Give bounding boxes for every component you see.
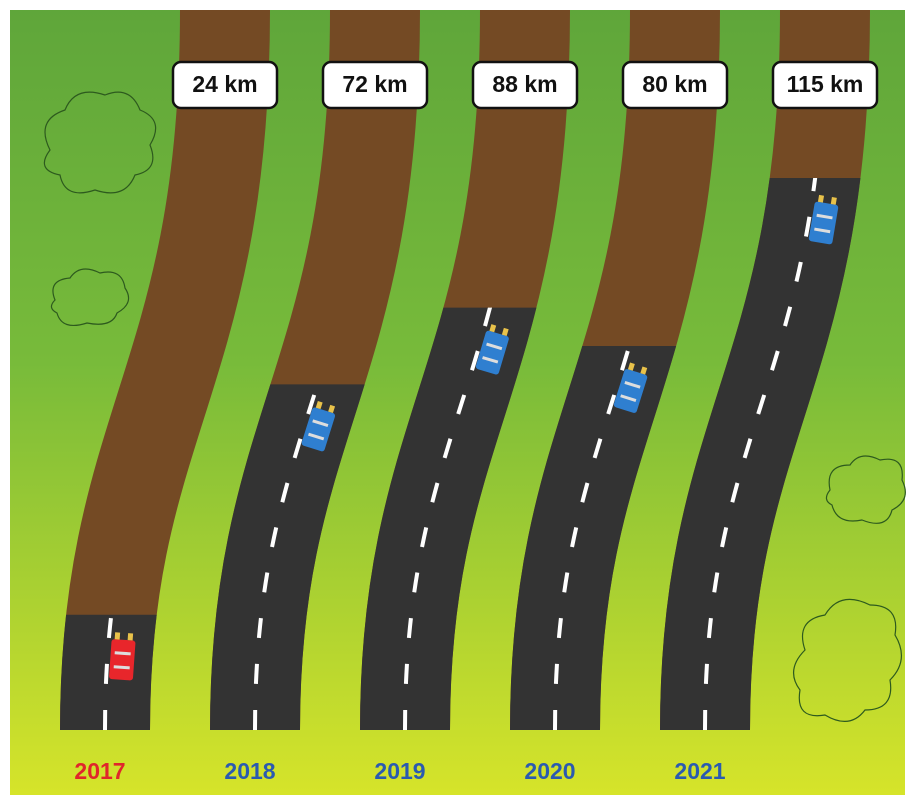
x-tick-label: 2021 bbox=[674, 758, 725, 784]
x-tick-label: 2017 bbox=[74, 758, 125, 784]
value-label: 88 km bbox=[492, 71, 557, 97]
value-label: 115 km bbox=[787, 71, 864, 97]
x-tick-label: 2019 bbox=[374, 758, 425, 784]
x-tick-label: 2018 bbox=[224, 758, 275, 784]
page: {"chart_data": {"type": "bar", "categori… bbox=[0, 0, 915, 805]
chart: 24 km 2017 72 km 2018 88 km 2019 80 km 2020 115 … bbox=[0, 0, 915, 805]
value-label: 72 km bbox=[342, 71, 407, 97]
value-label: 24 km bbox=[192, 71, 257, 97]
x-tick-label: 2020 bbox=[524, 758, 575, 784]
value-label: 80 km bbox=[642, 71, 707, 97]
